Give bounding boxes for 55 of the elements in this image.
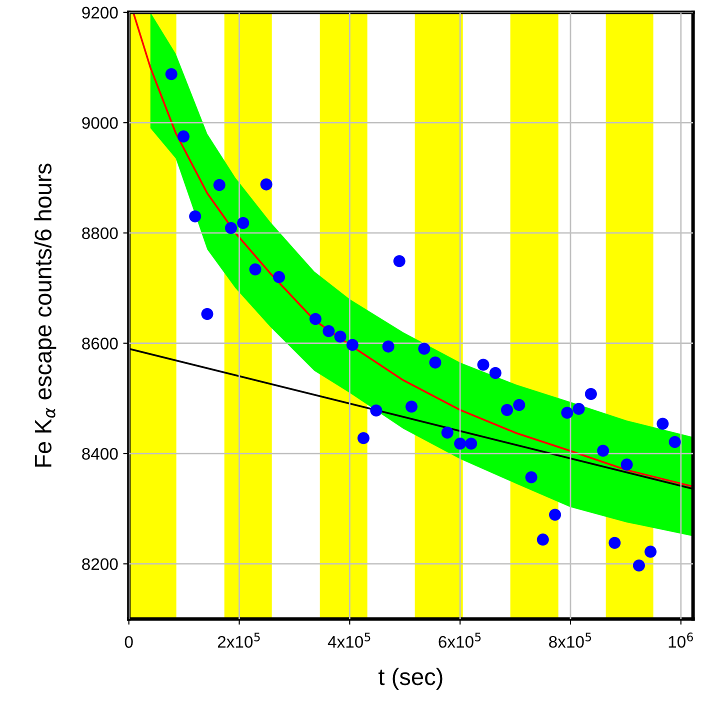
point: [393, 255, 406, 268]
point: [572, 402, 585, 415]
x-tick-label: 2x10$^{5}$: [218, 632, 260, 648]
point: [224, 222, 237, 234]
point: [429, 356, 442, 369]
point: [513, 399, 526, 412]
point: [668, 436, 681, 448]
point: [189, 210, 202, 222]
point: [561, 406, 574, 419]
point: [608, 536, 621, 549]
point: [644, 546, 657, 558]
y-tick-label: 8800: [82, 227, 118, 240]
point: [525, 471, 538, 484]
point: [454, 438, 466, 450]
point: [418, 342, 430, 355]
point: [237, 217, 250, 230]
point: [441, 426, 454, 439]
point: [382, 340, 394, 353]
point: [620, 458, 633, 471]
x-tick-label: 4x10$^{5}$: [328, 632, 370, 648]
x-tick-label: 0: [124, 636, 133, 648]
y-tick-label: 9000: [82, 117, 118, 129]
y-tick-label: 8400: [82, 448, 118, 460]
x-axis-title: t (sec): [378, 668, 442, 690]
y-tick-label: 8200: [82, 558, 118, 570]
point: [213, 178, 226, 191]
y-tick-label: 8600: [82, 338, 118, 350]
y-axis-title: Fe K$_{α}$ escape counts/6 hours: [34, 164, 56, 467]
point: [334, 330, 346, 343]
x-tick-label: 10$^{6}$: [668, 632, 693, 648]
point: [370, 404, 382, 417]
point: [260, 178, 272, 190]
point: [597, 444, 610, 457]
point: [465, 438, 478, 450]
point: [346, 338, 358, 351]
point: [501, 404, 514, 416]
x-tick-label: 8x10$^{5}$: [549, 632, 592, 648]
point: [632, 559, 645, 572]
point: [165, 68, 178, 80]
point: [549, 508, 562, 521]
point: [536, 534, 549, 546]
x-tick-label: 6x10$^{5}$: [438, 632, 481, 648]
y-tick-label: 9200: [82, 6, 118, 19]
point: [656, 418, 669, 430]
point: [273, 271, 286, 284]
point: [249, 263, 262, 276]
point: [477, 358, 490, 371]
point: [177, 130, 190, 142]
point: [357, 432, 370, 444]
point: [322, 325, 335, 338]
point: [201, 308, 214, 320]
point: [584, 388, 597, 400]
point: [489, 367, 502, 380]
point: [405, 400, 418, 413]
point: [309, 312, 322, 325]
